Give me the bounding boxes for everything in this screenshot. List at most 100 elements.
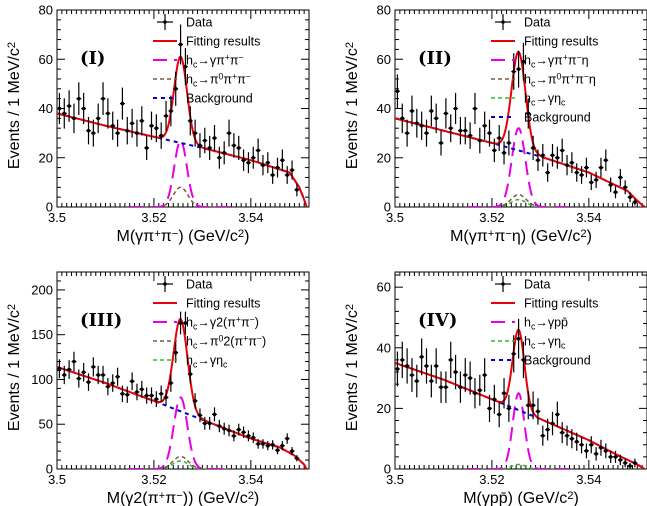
data-point bbox=[603, 149, 609, 171]
data-point bbox=[275, 446, 280, 455]
data-marker bbox=[295, 456, 299, 461]
data-marker bbox=[178, 42, 183, 47]
y-tick-label: 200 bbox=[31, 282, 53, 297]
data-point bbox=[501, 378, 507, 409]
data-point bbox=[76, 82, 82, 115]
data-point bbox=[149, 111, 154, 140]
y-tick-label: 40 bbox=[39, 101, 53, 116]
data-marker bbox=[473, 106, 477, 111]
data-marker bbox=[135, 131, 139, 135]
data-marker bbox=[541, 153, 545, 158]
data-marker bbox=[594, 452, 598, 456]
data-marker bbox=[207, 421, 212, 426]
data-point bbox=[399, 341, 405, 379]
data-marker bbox=[178, 321, 183, 325]
data-marker bbox=[115, 131, 120, 135]
data-point bbox=[221, 422, 227, 435]
data-marker bbox=[285, 173, 289, 177]
data-marker bbox=[444, 111, 448, 116]
data-point bbox=[409, 358, 415, 392]
data-point bbox=[627, 192, 633, 203]
data-marker bbox=[96, 373, 100, 377]
data-point bbox=[462, 116, 468, 145]
panel-label: (IV) bbox=[418, 310, 457, 331]
data-marker bbox=[217, 155, 222, 160]
data-point bbox=[221, 141, 227, 165]
data-point bbox=[438, 371, 444, 403]
data-point bbox=[250, 146, 256, 169]
x-axis-label: M(γpp̄) (GeV/c2) bbox=[463, 490, 579, 506]
data-point bbox=[579, 436, 584, 454]
y-tick-label: 150 bbox=[31, 327, 53, 342]
data-point bbox=[86, 116, 91, 145]
data-marker bbox=[526, 111, 531, 116]
y-tick-label: 0 bbox=[384, 200, 391, 215]
data-marker bbox=[266, 443, 270, 448]
data-marker bbox=[550, 421, 555, 426]
data-point bbox=[569, 429, 575, 449]
y-tick-label: 40 bbox=[377, 340, 391, 355]
data-point bbox=[414, 108, 420, 138]
data-point bbox=[289, 447, 295, 456]
data-point bbox=[574, 163, 580, 182]
data-point bbox=[617, 454, 623, 466]
legend-item: hc→π02(π+π−) bbox=[153, 334, 266, 350]
tertiary-curve bbox=[129, 460, 232, 469]
data-point bbox=[559, 422, 565, 444]
data-marker bbox=[507, 141, 511, 145]
data-marker bbox=[81, 106, 86, 111]
data-point bbox=[472, 92, 478, 125]
data-point bbox=[395, 74, 400, 109]
data-marker bbox=[290, 449, 294, 453]
data-point bbox=[593, 447, 599, 461]
data-marker bbox=[633, 461, 637, 465]
data-marker bbox=[584, 165, 589, 170]
data-point bbox=[153, 114, 159, 143]
legend-label: Data bbox=[524, 278, 550, 292]
data-marker bbox=[497, 412, 501, 417]
data-point bbox=[598, 439, 604, 456]
data-marker bbox=[444, 385, 448, 389]
data-marker bbox=[261, 442, 265, 446]
data-marker bbox=[487, 406, 492, 411]
data-point bbox=[212, 407, 217, 422]
x-tick-label: 3.54 bbox=[576, 210, 601, 225]
data-marker bbox=[280, 158, 285, 163]
panel-label: (II) bbox=[418, 48, 452, 69]
data-marker bbox=[468, 376, 472, 380]
data-marker bbox=[232, 434, 236, 438]
data-marker bbox=[222, 151, 226, 155]
data-marker bbox=[106, 111, 110, 116]
legend-label: hc→γpp̄ bbox=[524, 316, 568, 332]
y-tick-label: 0 bbox=[384, 462, 391, 477]
data-marker bbox=[140, 387, 144, 392]
data-point bbox=[428, 95, 434, 127]
data-marker bbox=[579, 173, 584, 177]
data-point bbox=[598, 157, 604, 178]
data-point bbox=[231, 430, 237, 442]
legend-label: Data bbox=[524, 16, 550, 30]
data-point bbox=[608, 177, 614, 193]
data-marker bbox=[487, 131, 492, 135]
data-point bbox=[545, 163, 551, 182]
legend-label: Background bbox=[524, 111, 591, 125]
data-marker bbox=[419, 355, 424, 359]
data-point bbox=[448, 114, 454, 143]
data-marker bbox=[570, 160, 574, 165]
data-marker bbox=[560, 430, 564, 435]
data-marker bbox=[400, 358, 405, 362]
data-point bbox=[90, 119, 96, 147]
data-marker bbox=[101, 96, 105, 101]
data-marker bbox=[130, 379, 134, 384]
secondary-curve bbox=[467, 463, 570, 469]
data-marker bbox=[251, 435, 256, 440]
data-point bbox=[516, 50, 521, 88]
data-point bbox=[554, 146, 560, 169]
data-marker bbox=[77, 376, 81, 381]
data-marker bbox=[227, 131, 231, 135]
data-point bbox=[482, 358, 488, 392]
data-marker bbox=[463, 373, 468, 377]
data-point bbox=[57, 359, 62, 379]
data-marker bbox=[154, 397, 159, 401]
legend-label: Fitting results bbox=[186, 35, 260, 49]
